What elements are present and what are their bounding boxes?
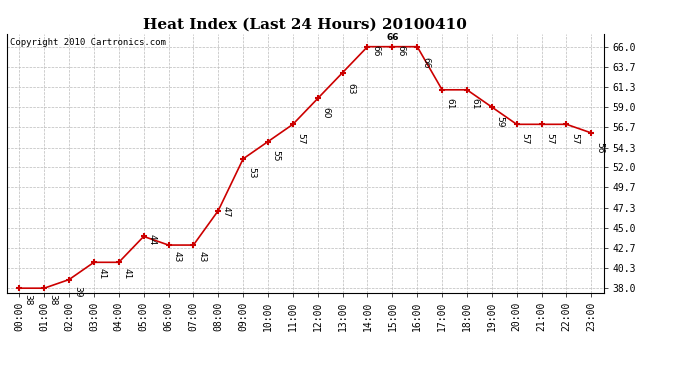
Text: 61: 61	[471, 99, 480, 110]
Text: 47: 47	[222, 206, 231, 218]
Text: 57: 57	[297, 133, 306, 144]
Text: 66: 66	[421, 57, 430, 69]
Text: 57: 57	[545, 133, 554, 144]
Text: 63: 63	[346, 83, 355, 94]
Title: Heat Index (Last 24 Hours) 20100410: Heat Index (Last 24 Hours) 20100410	[144, 17, 467, 31]
Text: 38: 38	[23, 294, 32, 306]
Text: 43: 43	[197, 251, 206, 262]
Text: 60: 60	[322, 107, 331, 118]
Text: 41: 41	[123, 268, 132, 280]
Text: Copyright 2010 Cartronics.com: Copyright 2010 Cartronics.com	[10, 38, 166, 46]
Text: 44: 44	[148, 234, 157, 245]
Text: 66: 66	[371, 45, 380, 57]
Text: 66: 66	[396, 45, 405, 57]
Text: 56: 56	[595, 142, 604, 153]
Text: 61: 61	[446, 99, 455, 110]
Text: 66: 66	[386, 33, 399, 42]
Text: 43: 43	[172, 251, 181, 262]
Text: 55: 55	[272, 150, 281, 162]
Text: 57: 57	[520, 133, 529, 144]
Text: 59: 59	[495, 116, 504, 127]
Text: 57: 57	[570, 133, 579, 144]
Text: 38: 38	[48, 294, 57, 306]
Text: 53: 53	[247, 167, 256, 179]
Text: 41: 41	[98, 268, 107, 280]
Text: 39: 39	[73, 286, 82, 297]
